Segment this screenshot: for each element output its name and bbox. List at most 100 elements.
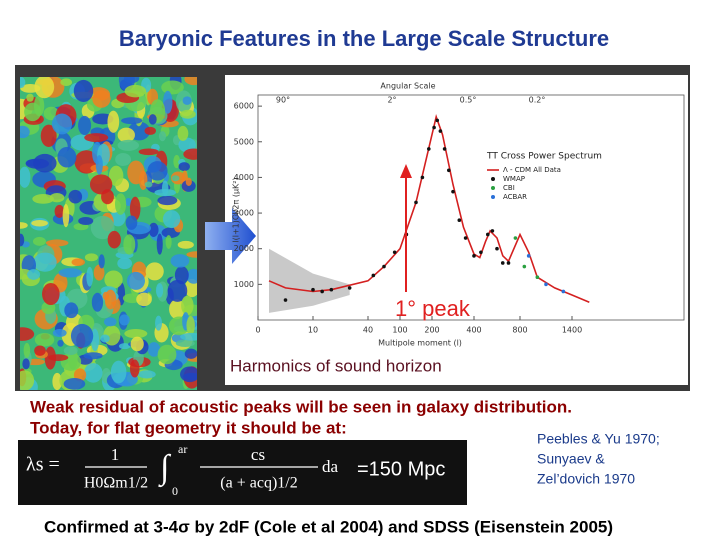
cmb-spot (181, 295, 194, 316)
plot-panel (225, 75, 688, 385)
cmb-spot (104, 270, 123, 289)
cmb-spot (102, 291, 109, 301)
formula-part: 1 (111, 445, 120, 464)
cmb-spot (68, 189, 83, 204)
top-tick-label: 90° (276, 96, 290, 105)
cmb-spot (24, 102, 42, 122)
cmb-spot (22, 358, 30, 370)
cmb-spot (31, 219, 48, 227)
y-tick-label: 3000 (234, 209, 254, 218)
cmb-spot (138, 148, 159, 156)
data-point (561, 289, 566, 294)
x-tick-label: 40 (363, 326, 373, 335)
data-point (522, 264, 527, 269)
legend-swatch (491, 195, 495, 199)
data-point (457, 218, 462, 222)
cmb-spot (60, 78, 73, 87)
cmb-spot (70, 323, 94, 348)
data-point (438, 129, 443, 133)
cmb-spot (64, 302, 79, 319)
cmb-spot (186, 251, 197, 258)
cmb-spot (93, 264, 105, 281)
data-point (490, 229, 495, 233)
y-axis-label: l(l+1)Cl/2π (μK²) (232, 177, 241, 242)
data-point (544, 282, 548, 287)
cmb-spot (78, 115, 92, 136)
cmb-spot (145, 262, 164, 281)
cmb-spot (119, 314, 130, 326)
cmb-spot (48, 354, 69, 362)
formula: λs = 1 H0Ωm1/2 ∫ ar 0 cs (a + acq)1/2 da… (26, 442, 445, 498)
formula-part: ar (178, 442, 187, 456)
data-point (500, 261, 505, 265)
cmb-spot (148, 222, 159, 238)
legend-label: ACBAR (503, 193, 527, 201)
cmb-spot (73, 368, 87, 382)
cmb-spot (169, 299, 185, 320)
data-point (329, 287, 334, 292)
data-point (283, 298, 288, 302)
formula-part: ∫ (158, 449, 172, 488)
cmb-spot (26, 93, 34, 102)
cmb-spot (136, 292, 152, 307)
reference: Zel’dovich 1970 (537, 471, 635, 487)
figure-caption: Harmonics of sound horizon (230, 356, 442, 375)
cmb-spot (125, 197, 132, 207)
cmb-spot (183, 148, 197, 160)
cmb-spot (34, 77, 55, 99)
y-tick-label: 6000 (234, 102, 254, 111)
cmb-spot (90, 215, 115, 240)
data-point (451, 189, 455, 194)
cmb-spot (147, 161, 168, 181)
cmb-spot (91, 292, 104, 312)
data-point (382, 264, 386, 269)
cmb-spot (173, 154, 181, 169)
cmb-spot (124, 328, 148, 339)
data-point (435, 118, 440, 123)
cmb-spot (129, 196, 141, 221)
x-tick-label: 400 (466, 326, 481, 335)
top-tick-label: 0.5° (460, 96, 477, 105)
reference: Peebles & Yu 1970; (537, 431, 660, 447)
y-tick-label: 2000 (234, 244, 254, 253)
y-tick-label: 1000 (234, 280, 254, 289)
cmb-spot (73, 79, 94, 103)
cmb-spot (155, 315, 163, 331)
cmb-spot (144, 181, 153, 188)
cmb-spot (157, 344, 177, 365)
cmb-spot (129, 359, 140, 378)
variance-band (269, 248, 350, 313)
cmb-spot (52, 372, 62, 390)
data-point (311, 287, 315, 292)
cmb-spot (154, 188, 176, 197)
data-point (432, 125, 436, 130)
top-axis-label: Angular Scale (380, 82, 435, 91)
formula-part: cs (251, 445, 265, 464)
data-point (479, 250, 483, 255)
formula-part: 0 (172, 484, 178, 498)
cmb-spot (156, 233, 163, 255)
cmb-spot (20, 222, 28, 229)
cmb-spot (71, 258, 86, 267)
cmb-spot (125, 215, 138, 230)
formula-result: =150 Mpc (357, 458, 445, 480)
x-tick-label: 1400 (562, 326, 582, 335)
cmb-spot (123, 234, 136, 255)
cmb-spot (155, 283, 164, 298)
y-tick-label: 4000 (234, 173, 254, 182)
cmb-map (20, 77, 197, 390)
data-point (463, 236, 468, 240)
cmb-spot (157, 195, 178, 206)
cmb-spot (186, 268, 197, 284)
formula-part: da (322, 457, 339, 476)
cmb-spot (161, 80, 184, 95)
legend-label: Λ - CDM All Data (503, 166, 561, 174)
legend-swatch (491, 186, 495, 190)
cmb-spot (92, 90, 111, 108)
data-point (447, 168, 451, 173)
cmb-spot (163, 90, 173, 114)
cmb-spot (126, 271, 145, 290)
data-point (442, 147, 447, 151)
cmb-spot (178, 162, 190, 172)
cmb-spot (33, 153, 57, 173)
